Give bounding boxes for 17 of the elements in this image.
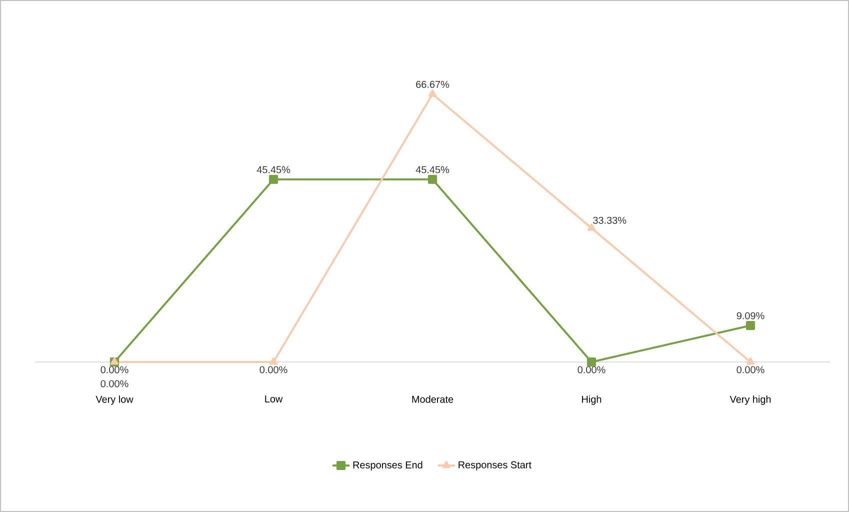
data-label: 0.00% bbox=[100, 366, 128, 374]
data-label: 0.00% bbox=[260, 366, 288, 374]
data-label: 45.45% bbox=[256, 166, 290, 174]
data-label: 33.33% bbox=[593, 216, 626, 224]
data-label: 45.45% bbox=[416, 166, 450, 174]
x-tick-label: Moderate bbox=[412, 396, 454, 403]
x-tick-label: Low bbox=[265, 396, 283, 402]
x-tick-label: Very high bbox=[730, 396, 771, 405]
data-label: 0.00% bbox=[100, 380, 128, 388]
data-label: 9.09% bbox=[736, 312, 764, 320]
data-label: 0.00% bbox=[736, 366, 764, 374]
data-label: 0.00% bbox=[578, 366, 606, 374]
x-tick-label: High bbox=[582, 396, 602, 405]
legend-label: Responses End bbox=[353, 461, 422, 470]
x-tick-label: Very low bbox=[96, 396, 134, 405]
data-label: 66.67% bbox=[416, 80, 450, 88]
legend-label: Responses Start bbox=[458, 461, 532, 470]
